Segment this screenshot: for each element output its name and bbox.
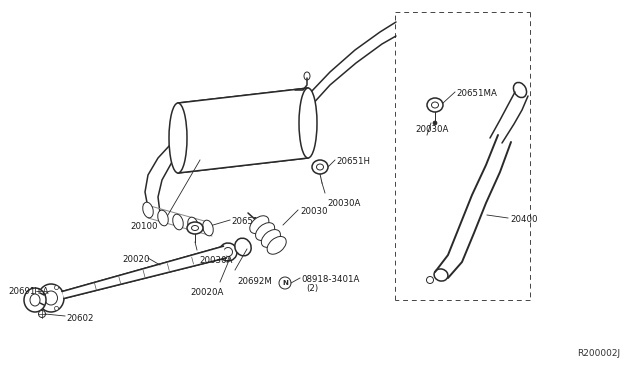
- Ellipse shape: [54, 286, 58, 290]
- Text: 20020A: 20020A: [190, 288, 223, 297]
- Text: 20651H: 20651H: [336, 157, 370, 166]
- Ellipse shape: [312, 160, 328, 174]
- Ellipse shape: [267, 237, 286, 254]
- Ellipse shape: [143, 202, 153, 218]
- Ellipse shape: [54, 307, 58, 310]
- Ellipse shape: [426, 276, 433, 283]
- Ellipse shape: [187, 222, 203, 234]
- Ellipse shape: [433, 121, 437, 125]
- Ellipse shape: [299, 88, 317, 158]
- Text: 20651M: 20651M: [231, 217, 266, 226]
- Ellipse shape: [38, 284, 64, 312]
- Ellipse shape: [203, 220, 213, 236]
- Ellipse shape: [173, 214, 183, 230]
- Ellipse shape: [24, 288, 46, 312]
- Text: 20651MA: 20651MA: [456, 89, 497, 98]
- Ellipse shape: [157, 210, 168, 226]
- Text: 20030A: 20030A: [327, 199, 360, 208]
- Ellipse shape: [255, 223, 275, 240]
- Ellipse shape: [427, 98, 443, 112]
- Ellipse shape: [188, 217, 198, 233]
- Ellipse shape: [513, 83, 527, 97]
- Ellipse shape: [191, 225, 198, 231]
- Ellipse shape: [38, 311, 45, 317]
- Ellipse shape: [261, 230, 280, 247]
- Polygon shape: [178, 88, 308, 173]
- Text: 08918-3401A: 08918-3401A: [301, 275, 360, 284]
- Ellipse shape: [219, 243, 237, 261]
- Ellipse shape: [279, 277, 291, 289]
- Ellipse shape: [30, 294, 40, 306]
- Text: 20400: 20400: [510, 215, 538, 224]
- Ellipse shape: [317, 164, 323, 170]
- Ellipse shape: [169, 103, 187, 173]
- Text: 20020: 20020: [122, 255, 150, 264]
- Text: 20030A: 20030A: [415, 125, 449, 134]
- Polygon shape: [62, 246, 227, 298]
- Ellipse shape: [38, 296, 42, 300]
- Ellipse shape: [223, 247, 232, 257]
- Text: 20100: 20100: [130, 222, 157, 231]
- Text: 20030A: 20030A: [199, 256, 232, 265]
- Ellipse shape: [235, 238, 251, 256]
- Ellipse shape: [45, 291, 58, 305]
- Text: (2): (2): [306, 284, 318, 293]
- Ellipse shape: [250, 216, 269, 234]
- Ellipse shape: [434, 269, 448, 281]
- Text: N: N: [282, 280, 288, 286]
- Text: R200002J: R200002J: [577, 349, 620, 358]
- Text: 20692M: 20692M: [237, 277, 272, 286]
- Text: 20030: 20030: [300, 207, 328, 216]
- Ellipse shape: [304, 72, 310, 80]
- Text: 20691+A: 20691+A: [8, 287, 49, 296]
- Ellipse shape: [431, 102, 438, 108]
- Text: 20602: 20602: [66, 314, 93, 323]
